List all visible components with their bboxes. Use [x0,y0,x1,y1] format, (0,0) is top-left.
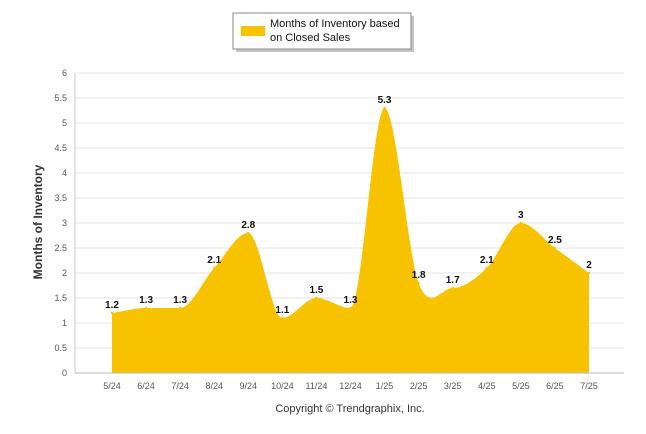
data-point [587,271,591,275]
x-tick-label: 7/24 [171,381,189,391]
data-point [417,281,420,285]
data-label: 2 [586,260,592,271]
x-tick-label: 6/25 [546,381,564,391]
x-tick-label: 7/25 [580,381,598,391]
legend-swatch [241,26,265,36]
data-point [451,286,454,290]
x-tick-label: 5/25 [512,381,530,391]
y-tick-label: 2.5 [54,243,67,253]
data-point [315,296,318,300]
data-label: 1.5 [309,285,323,296]
data-point [383,106,386,110]
x-tick-label: 11/24 [305,381,327,391]
data-point [553,246,557,250]
data-label: 2.1 [480,255,494,266]
x-tick-label: 6/24 [137,381,155,391]
data-label: 1.3 [173,295,187,306]
data-labels: 1.2 1.3 1.3 2.1 2.8 1.1 1.5 1.3 5.3 1.8 1.7 2.1 3 2.5… [105,95,592,316]
data-label: 1.7 [446,275,460,286]
x-tick-label: 12/24 [339,381,362,391]
data-label: 1.2 [105,300,119,311]
y-tick-label: 0 [62,368,67,378]
data-label: 5.3 [378,95,392,106]
x-tick-label: 10/24 [271,381,294,391]
data-point [349,306,352,310]
data-point [485,266,488,270]
plot-area [110,106,591,373]
y-axis-title: Months of Inventory [31,164,45,279]
data-point [144,306,148,310]
x-tick-label: 5/24 [103,381,121,391]
y-tick-label: 5.5 [54,93,67,103]
y-tick-label: 0.5 [54,343,67,353]
data-point [178,306,182,310]
data-point [281,316,284,320]
data-label: 1.3 [139,295,153,306]
legend: Months of Inventory based on Closed Sale… [232,12,414,52]
series-area [112,108,589,373]
y-tick-label: 1 [62,318,67,328]
data-point [519,221,523,225]
data-point [213,266,216,270]
x-tick-label: 1/25 [376,381,394,391]
y-tick-label: 2 [62,268,67,278]
x-tick-label: 9/24 [240,381,258,391]
x-tick-label: 2/25 [410,381,428,391]
axes [74,73,624,374]
data-label: 2.1 [207,255,221,266]
x-tick-label: 4/25 [478,381,496,391]
data-point [247,231,250,235]
x-tick-labels: 5/24 6/24 7/24 8/24 9/24 10/24 11/24 12/24 1/25 2… [103,381,598,391]
copyright-footer: Copyright © Trendgraphix, Inc. [275,403,424,415]
data-label: 2.8 [241,220,255,231]
y-tick-label: 4 [62,168,67,178]
data-label: 2.5 [548,235,562,246]
data-label: 3 [518,210,524,221]
legend-label-line-2: on Closed Sales [270,32,351,44]
y-tick-labels: 0 0.5 1 1.5 2 2.5 3 3.5 4 4.5 5 5.5 6 [54,68,67,378]
x-tick-label: 3/25 [444,381,462,391]
data-point [110,311,114,315]
y-tick-label: 3.5 [54,193,67,203]
legend-label-line-1: Months of Inventory based [270,18,400,30]
y-tick-label: 4.5 [54,143,67,153]
y-tick-label: 3 [62,218,67,228]
y-tick-label: 1.5 [54,293,67,303]
data-label: 1.8 [412,270,426,281]
y-tick-label: 6 [62,68,67,78]
data-label: 1.3 [344,295,358,306]
data-label: 1.1 [275,305,289,316]
y-tick-label: 5 [62,118,67,128]
x-tick-label: 8/24 [205,381,223,391]
